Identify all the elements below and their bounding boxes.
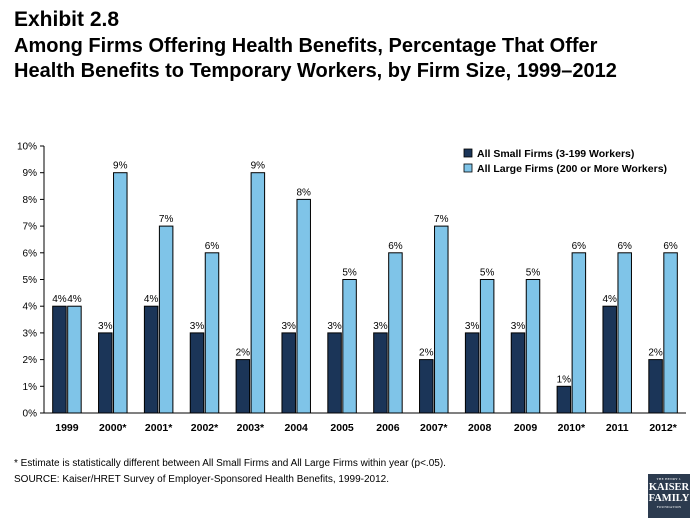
bar (342, 279, 357, 414)
x-tick-label: 2003* (237, 422, 265, 434)
bar (52, 305, 67, 414)
x-tick-label: 2011 (606, 422, 629, 434)
bar (571, 252, 587, 414)
y-tick-label: 7% (23, 222, 38, 233)
kaiser-family-foundation-logo: THE HENRY J. KAISER FAMILY FOUNDATION (648, 474, 690, 518)
data-label: 4% (144, 294, 159, 305)
data-label: 4% (602, 294, 617, 305)
data-label: 7% (159, 214, 174, 225)
bar (189, 332, 205, 414)
bar (327, 332, 342, 414)
y-tick-label: 6% (23, 248, 38, 259)
chart-title-line-1: Among Firms Offering Health Benefits, Pe… (14, 35, 598, 57)
bar (235, 359, 251, 414)
bar-chart: 0%1%2%3%4%5%6%7%8%9%10%4% 4%19993%9%2000*… (17, 142, 686, 434)
data-label: 3% (465, 321, 480, 332)
bar (556, 385, 572, 414)
data-label: 6% (388, 241, 403, 252)
bar (525, 279, 541, 414)
y-tick-label: 8% (23, 195, 38, 206)
x-tick-label: 2007* (420, 422, 448, 434)
x-tick-label: 2012* (649, 422, 677, 434)
y-tick-label: 9% (23, 168, 38, 179)
data-label: 6% (663, 241, 678, 252)
data-label: 5% (480, 268, 495, 279)
y-tick-label: 3% (23, 328, 38, 339)
y-tick-label: 4% (23, 302, 38, 313)
bar (373, 332, 388, 414)
data-label: 2% (648, 348, 663, 359)
data-label: 3% (98, 321, 113, 332)
data-label: 3% (373, 321, 388, 332)
x-tick-label: 1999 (55, 422, 79, 434)
data-label: 7% (434, 214, 449, 225)
data-label: 1% (557, 374, 572, 385)
x-tick-label: 2008 (468, 422, 492, 434)
bar (663, 252, 678, 414)
bar (296, 198, 311, 414)
x-tick-label: 2009 (514, 422, 538, 434)
y-tick-label: 2% (23, 355, 38, 366)
bar (510, 332, 526, 414)
bar (158, 225, 174, 414)
y-tick-label: 0% (23, 409, 38, 420)
legend-label: All Large Firms (200 or More Workers) (477, 163, 667, 175)
x-tick-label: 2001* (145, 422, 173, 434)
data-label: 6% (572, 241, 587, 252)
data-label: 3% (511, 321, 526, 332)
data-label: 6% (205, 241, 220, 252)
logo-line-2b: FAMILY (648, 493, 690, 504)
logo-line-2a: KAISER (648, 482, 690, 493)
bar (419, 359, 434, 414)
footnote: * Estimate is statistically different be… (14, 458, 446, 469)
data-label: 5% (526, 268, 541, 279)
data-label: 2% (236, 348, 251, 359)
source-note: SOURCE: Kaiser/HRET Survey of Employer-S… (14, 474, 389, 485)
bar (204, 252, 220, 414)
bar (281, 332, 296, 414)
logo-line-3: FOUNDATION (656, 505, 682, 509)
bar (602, 305, 617, 414)
bar (98, 332, 113, 414)
chart-title-line-2: Health Benefits to Temporary Workers, by… (14, 60, 617, 82)
data-label: 8% (296, 187, 311, 198)
bar (67, 305, 82, 414)
y-tick-label: 10% (17, 142, 37, 153)
data-label: 2% (419, 348, 434, 359)
legend-swatch (463, 163, 473, 173)
logo-line-1: THE HENRY J. (656, 477, 682, 481)
x-tick-label: 2002* (191, 422, 219, 434)
x-tick-label: 2006 (376, 422, 400, 434)
bar (434, 225, 449, 414)
data-label: 4% (52, 294, 67, 305)
bar (617, 252, 632, 414)
data-label: 9% (251, 161, 266, 172)
data-label: 6% (617, 241, 632, 252)
data-label: 3% (327, 321, 342, 332)
data-label: 5% (342, 268, 357, 279)
x-tick-label: 2004 (285, 422, 309, 434)
bar (143, 305, 159, 414)
bar (250, 172, 266, 414)
bar (113, 172, 128, 414)
y-tick-label: 1% (23, 382, 38, 393)
chart-header: Exhibit 2.8 Among Firms Offering Health … (14, 8, 684, 84)
data-label: 9% (113, 161, 128, 172)
y-tick-label: 5% (23, 275, 38, 286)
x-tick-label: 2005 (330, 422, 354, 434)
x-tick-label: 2000* (99, 422, 127, 434)
bar (464, 332, 480, 414)
data-label: 4% (67, 294, 82, 305)
x-tick-label: 2010* (558, 422, 586, 434)
data-label: 3% (281, 321, 296, 332)
legend-label: All Small Firms (3-199 Workers) (477, 148, 634, 160)
data-label: 3% (190, 321, 205, 332)
bar (479, 279, 495, 414)
exhibit-number: Exhibit 2.8 (14, 8, 120, 31)
legend-swatch (463, 148, 473, 158)
bar (388, 252, 403, 414)
bar (648, 359, 663, 414)
